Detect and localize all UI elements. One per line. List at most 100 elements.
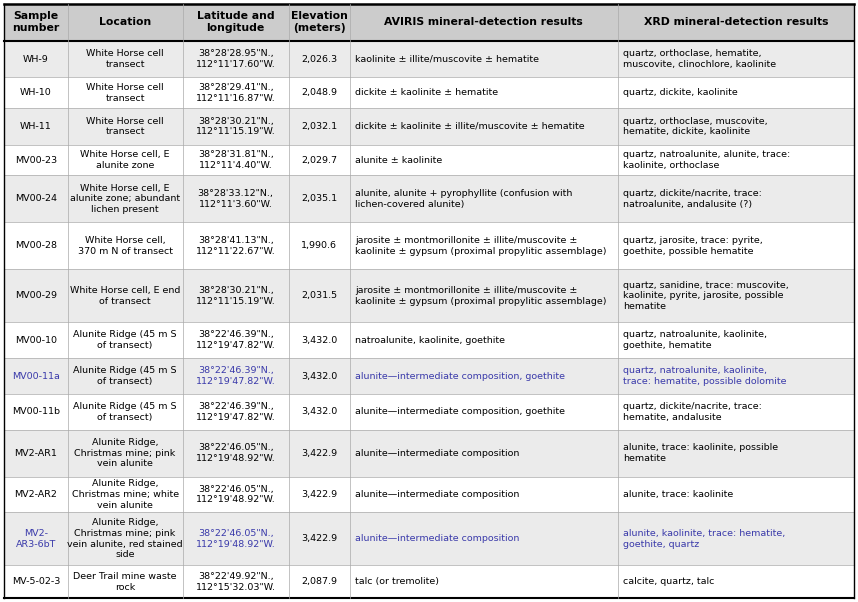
Text: Latitude and
longitude: Latitude and longitude: [196, 11, 275, 33]
Bar: [4, 145, 854, 175]
Bar: [4, 78, 854, 108]
Text: Alunite Ridge,
Christmas mine; pink
vein alunite: Alunite Ridge, Christmas mine; pink vein…: [75, 438, 176, 468]
Text: White Horse cell
transect: White Horse cell transect: [87, 83, 164, 103]
Text: 2,032.1: 2,032.1: [301, 122, 337, 131]
Text: 38°22'46.05"N.,
112°19'48.92"W.: 38°22'46.05"N., 112°19'48.92"W.: [196, 529, 275, 548]
Text: 2,035.1: 2,035.1: [301, 194, 337, 203]
Text: quartz, orthoclase, muscovite,
hematite, dickite, kaolinite: quartz, orthoclase, muscovite, hematite,…: [623, 117, 767, 136]
Text: 3,432.0: 3,432.0: [301, 407, 337, 416]
Text: 38°22'46.05"N.,
112°19'48.92"W.: 38°22'46.05"N., 112°19'48.92"W.: [196, 443, 275, 463]
Text: jarosite ± montmorillonite ± illite/muscovite ±
kaolinite ± gypsum (proximal pro: jarosite ± montmorillonite ± illite/musc…: [355, 236, 607, 256]
Text: 38°28'41.13"N.,
112°11'22.67"W.: 38°28'41.13"N., 112°11'22.67"W.: [196, 236, 275, 256]
Text: 38°28'30.21"N.,
112°11'15.19"W.: 38°28'30.21"N., 112°11'15.19"W.: [196, 117, 275, 136]
Text: alunite ± kaolinite: alunite ± kaolinite: [355, 156, 442, 165]
Text: MV00-23: MV00-23: [15, 156, 57, 165]
Text: 38°28'28.95"N.,
112°11'17.60"W.: 38°28'28.95"N., 112°11'17.60"W.: [196, 49, 275, 69]
Text: 38°22'46.39"N.,
112°19'47.82"W.: 38°22'46.39"N., 112°19'47.82"W.: [196, 330, 275, 350]
Text: MV00-28: MV00-28: [15, 241, 57, 250]
Bar: [4, 222, 854, 269]
Bar: [4, 4, 854, 41]
Text: Alunite Ridge,
Christmas mine; pink
vein alunite, red stained
side: Alunite Ridge, Christmas mine; pink vein…: [67, 518, 183, 559]
Text: Alunite Ridge (45 m S
of transect): Alunite Ridge (45 m S of transect): [74, 366, 177, 386]
Text: 3,432.0: 3,432.0: [301, 371, 337, 380]
Text: WH-10: WH-10: [20, 88, 51, 98]
Bar: [4, 512, 854, 565]
Bar: [4, 269, 854, 323]
Text: quartz, natroalunite, alunite, trace:
kaolinite, orthoclase: quartz, natroalunite, alunite, trace: ka…: [623, 150, 790, 170]
Text: quartz, jarosite, trace: pyrite,
goethite, possible hematite: quartz, jarosite, trace: pyrite, goethit…: [623, 236, 763, 256]
Text: alunite—intermediate composition: alunite—intermediate composition: [355, 535, 519, 543]
Text: WH-9: WH-9: [23, 55, 49, 64]
Bar: [4, 323, 854, 358]
Text: 38°28'31.81"N.,
112°11'4.40"W.: 38°28'31.81"N., 112°11'4.40"W.: [197, 150, 274, 170]
Text: alunite—intermediate composition, goethite: alunite—intermediate composition, goethi…: [355, 371, 565, 380]
Text: 2,048.9: 2,048.9: [301, 88, 337, 98]
Bar: [4, 477, 854, 512]
Text: 3,422.9: 3,422.9: [301, 490, 337, 499]
Text: 38°22'49.92"N.,
112°15'32.03"W.: 38°22'49.92"N., 112°15'32.03"W.: [196, 572, 275, 592]
Text: talc (or tremolite): talc (or tremolite): [355, 577, 439, 586]
Text: AVIRIS mineral-detection results: AVIRIS mineral-detection results: [384, 17, 583, 27]
Bar: [4, 430, 854, 477]
Text: quartz, sanidine, trace: muscovite,
kaolinite, pyrite, jarosite, possible
hemati: quartz, sanidine, trace: muscovite, kaol…: [623, 281, 789, 311]
Text: alunite, trace: kaolinite, possible
hematite: alunite, trace: kaolinite, possible hema…: [623, 443, 778, 463]
Text: MV00-24: MV00-24: [15, 194, 57, 203]
Text: 38°28'29.41"N.,
112°11'16.87"W.: 38°28'29.41"N., 112°11'16.87"W.: [196, 83, 275, 103]
Text: dickite ± kaolinite ± hematite: dickite ± kaolinite ± hematite: [355, 88, 498, 98]
Text: MV2-AR1: MV2-AR1: [15, 448, 57, 458]
Text: Location: Location: [99, 17, 151, 27]
Text: MV00-11a: MV00-11a: [12, 371, 60, 380]
Bar: [4, 108, 854, 145]
Bar: [4, 358, 854, 394]
Text: 38°28'33.12"N.,
112°11'3.60"W.: 38°28'33.12"N., 112°11'3.60"W.: [197, 189, 274, 209]
Text: Alunite Ridge (45 m S
of transect): Alunite Ridge (45 m S of transect): [74, 402, 177, 421]
Text: WH-11: WH-11: [20, 122, 51, 131]
Text: 3,422.9: 3,422.9: [301, 535, 337, 543]
Text: quartz, dickite, kaolinite: quartz, dickite, kaolinite: [623, 88, 737, 98]
Text: quartz, dickite/nacrite, trace:
natroalunite, andalusite (?): quartz, dickite/nacrite, trace: natroalu…: [623, 189, 762, 209]
Text: 38°22'46.39"N.,
112°19'47.82"W.: 38°22'46.39"N., 112°19'47.82"W.: [196, 366, 275, 386]
Text: White Horse cell,
370 m N of transect: White Horse cell, 370 m N of transect: [77, 236, 172, 256]
Text: alunite, kaolinite, trace: hematite,
goethite, quartz: alunite, kaolinite, trace: hematite, goe…: [623, 529, 785, 548]
Text: quartz, natroalunite, kaolinite,
trace: hematite, possible dolomite: quartz, natroalunite, kaolinite, trace: …: [623, 366, 786, 386]
Text: MV00-11b: MV00-11b: [12, 407, 60, 416]
Text: quartz, natroalunite, kaolinite,
goethite, hematite: quartz, natroalunite, kaolinite, goethit…: [623, 330, 767, 350]
Text: 3,422.9: 3,422.9: [301, 448, 337, 458]
Text: calcite, quartz, talc: calcite, quartz, talc: [623, 577, 714, 586]
Text: 38°22'46.05"N.,
112°19'48.92"W.: 38°22'46.05"N., 112°19'48.92"W.: [196, 485, 275, 504]
Text: quartz, orthoclase, hematite,
muscovite, clinochlore, kaolinite: quartz, orthoclase, hematite, muscovite,…: [623, 49, 776, 69]
Text: 2,026.3: 2,026.3: [301, 55, 337, 64]
Text: White Horse cell, E
alunite zone; abundant
lichen present: White Horse cell, E alunite zone; abunda…: [70, 184, 180, 214]
Text: alunite, trace: kaolinite: alunite, trace: kaolinite: [623, 490, 733, 499]
Text: 1,990.6: 1,990.6: [301, 241, 337, 250]
Text: Alunite Ridge (45 m S
of transect): Alunite Ridge (45 m S of transect): [74, 330, 177, 350]
Text: White Horse cell
transect: White Horse cell transect: [87, 49, 164, 69]
Text: MV00-10: MV00-10: [15, 336, 57, 345]
Text: 2,087.9: 2,087.9: [301, 577, 337, 586]
Bar: [4, 394, 854, 430]
Bar: [4, 41, 854, 78]
Text: jarosite ± montmorillonite ± illite/muscovite ±
kaolinite ± gypsum (proximal pro: jarosite ± montmorillonite ± illite/musc…: [355, 286, 607, 306]
Text: 38°28'30.21"N.,
112°11'15.19"W.: 38°28'30.21"N., 112°11'15.19"W.: [196, 286, 275, 306]
Text: alunite—intermediate composition: alunite—intermediate composition: [355, 448, 519, 458]
Text: quartz, dickite/nacrite, trace:
hematite, andalusite: quartz, dickite/nacrite, trace: hematite…: [623, 402, 762, 421]
Text: alunite—intermediate composition, goethite: alunite—intermediate composition, goethi…: [355, 407, 565, 416]
Text: MV00-29: MV00-29: [15, 291, 57, 300]
Text: 2,029.7: 2,029.7: [301, 156, 337, 165]
Bar: [4, 175, 854, 222]
Bar: [4, 565, 854, 598]
Text: White Horse cell, E end
of transect: White Horse cell, E end of transect: [70, 286, 180, 306]
Text: natroalunite, kaolinite, goethite: natroalunite, kaolinite, goethite: [355, 336, 505, 345]
Text: MV2-AR2: MV2-AR2: [15, 490, 57, 499]
Text: 3,432.0: 3,432.0: [301, 336, 337, 345]
Text: kaolinite ± illite/muscovite ± hematite: kaolinite ± illite/muscovite ± hematite: [355, 55, 539, 64]
Text: 2,031.5: 2,031.5: [301, 291, 337, 300]
Text: Sample
number: Sample number: [12, 11, 59, 33]
Text: Deer Trail mine waste
rock: Deer Trail mine waste rock: [74, 572, 177, 592]
Text: Elevation
(meters): Elevation (meters): [291, 11, 347, 33]
Text: dickite ± kaolinite ± illite/muscovite ± hematite: dickite ± kaolinite ± illite/muscovite ±…: [355, 122, 584, 131]
Text: XRD mineral-detection results: XRD mineral-detection results: [644, 17, 828, 27]
Text: White Horse cell
transect: White Horse cell transect: [87, 117, 164, 136]
Text: alunite, alunite + pyrophyllite (confusion with
lichen-covered alunite): alunite, alunite + pyrophyllite (confusi…: [355, 189, 572, 209]
Text: Alunite Ridge,
Christmas mine; white
vein alunite: Alunite Ridge, Christmas mine; white vei…: [71, 479, 178, 510]
